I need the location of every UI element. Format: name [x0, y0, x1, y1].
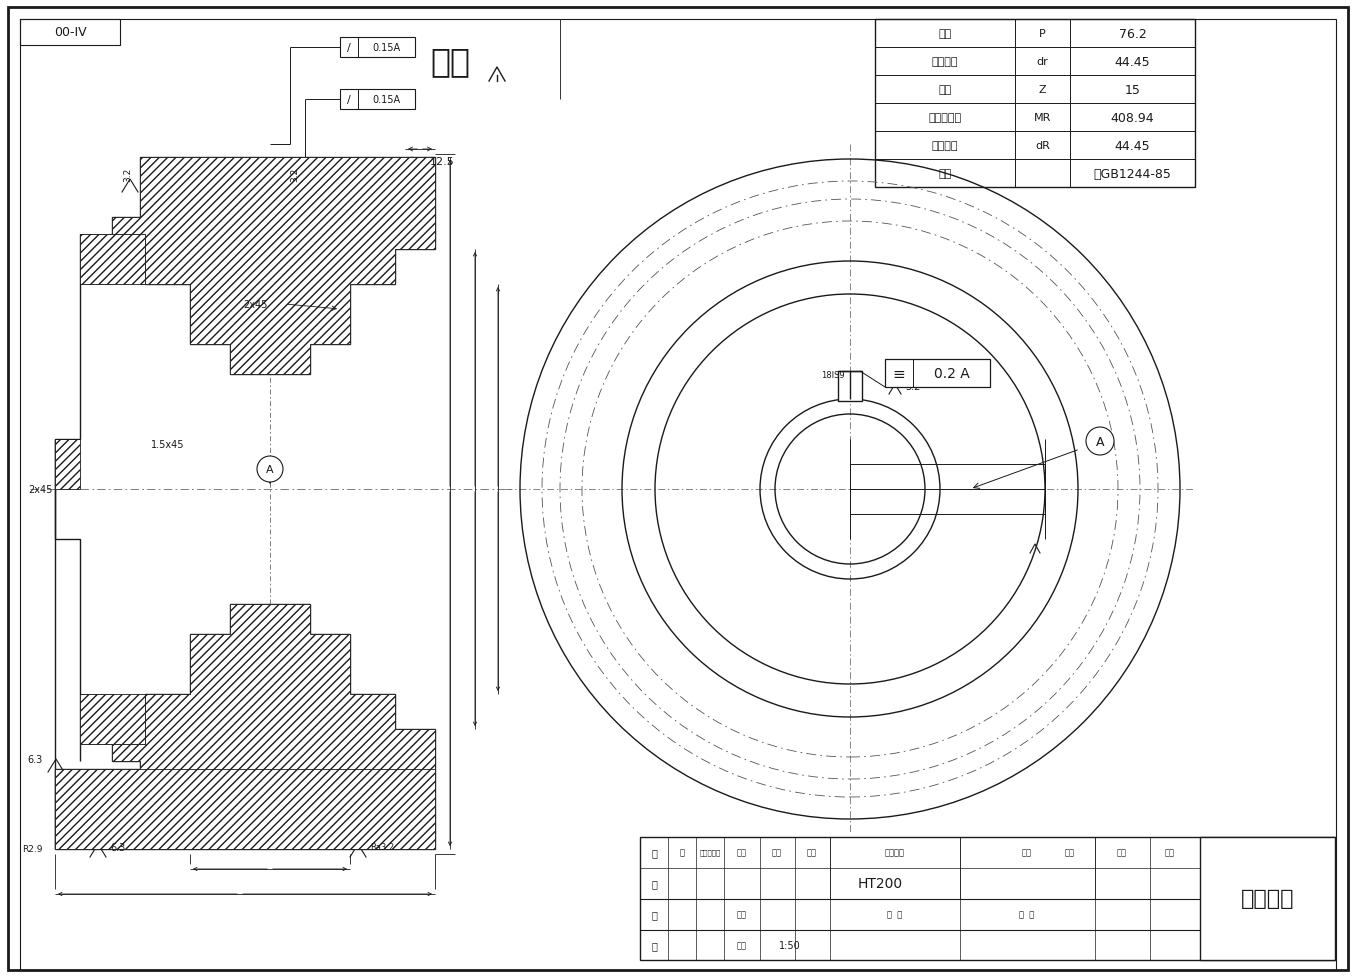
Text: 3.2: 3.2: [123, 167, 133, 182]
Text: 3.2: 3.2: [905, 381, 920, 391]
Polygon shape: [80, 694, 112, 744]
Polygon shape: [112, 218, 435, 375]
Text: 15: 15: [1125, 83, 1141, 97]
Text: 齿形: 齿形: [939, 169, 951, 179]
Text: 图样标记: 图样标记: [885, 848, 905, 857]
Circle shape: [1085, 427, 1114, 456]
Text: 6.3: 6.3: [27, 754, 42, 764]
Text: /: /: [347, 95, 351, 105]
Text: P: P: [1039, 29, 1046, 39]
Text: 节距: 节距: [939, 29, 951, 39]
Text: 1.5x45: 1.5x45: [152, 439, 184, 450]
Bar: [340, 38, 415, 58]
Text: 44.45: 44.45: [1115, 139, 1150, 153]
Text: 标: 标: [650, 847, 657, 857]
Text: 6.3: 6.3: [110, 842, 125, 852]
Text: 共  页: 共 页: [888, 910, 902, 918]
Polygon shape: [56, 157, 435, 490]
Text: A: A: [1096, 435, 1104, 448]
Text: 量柱直径: 量柱直径: [932, 141, 958, 151]
Text: 2x45: 2x45: [28, 484, 53, 495]
Bar: [875, 20, 1195, 188]
Polygon shape: [56, 770, 435, 849]
Text: 76.2: 76.2: [1119, 27, 1146, 40]
Text: /: /: [347, 43, 351, 53]
Text: dR: dR: [1035, 141, 1050, 151]
Text: 0.2 A: 0.2 A: [934, 367, 969, 380]
Text: 更: 更: [650, 878, 657, 888]
Text: 重量: 重量: [1117, 848, 1127, 857]
Polygon shape: [112, 157, 435, 375]
Text: 更改文件号: 更改文件号: [699, 849, 721, 856]
Text: A: A: [266, 465, 274, 474]
Text: 名称: 名称: [737, 941, 747, 950]
Polygon shape: [112, 604, 435, 822]
Text: 工: 工: [650, 940, 657, 950]
Text: 处: 处: [679, 848, 684, 857]
Text: R2.9: R2.9: [22, 845, 42, 854]
Text: 主动链轮: 主动链轮: [1241, 889, 1294, 909]
Text: 00-IV: 00-IV: [54, 26, 87, 39]
Text: 齿数: 齿数: [939, 85, 951, 95]
Text: 按GB1244-85: 按GB1244-85: [1093, 167, 1172, 180]
Bar: [340, 90, 415, 110]
Text: 签字: 签字: [737, 848, 747, 857]
Text: 2x45: 2x45: [243, 299, 267, 310]
Text: 12.5: 12.5: [430, 156, 455, 167]
Polygon shape: [56, 235, 145, 439]
Text: dr: dr: [1037, 57, 1049, 67]
Text: 3.2: 3.2: [290, 167, 299, 182]
Text: 量柱测量距: 量柱测量距: [928, 112, 962, 123]
Text: HT200: HT200: [858, 876, 902, 890]
Text: 比例: 比例: [1065, 848, 1075, 857]
Text: 日期: 日期: [772, 848, 782, 857]
Text: Z: Z: [1039, 85, 1046, 95]
Bar: [837, 372, 862, 402]
Bar: [1201, 837, 1335, 960]
Text: 材料: 材料: [808, 848, 817, 857]
Bar: [850, 465, 1045, 514]
Text: 0.15A: 0.15A: [373, 43, 401, 53]
Text: 1:50: 1:50: [779, 940, 801, 950]
Text: MR: MR: [1034, 112, 1051, 123]
Text: 图号: 图号: [1165, 848, 1175, 857]
Text: ≡: ≡: [893, 366, 905, 381]
Polygon shape: [80, 235, 112, 285]
Text: Ra3.2: Ra3.2: [370, 843, 394, 852]
Text: 其余: 其余: [430, 45, 470, 78]
Polygon shape: [56, 540, 145, 744]
Text: 0.15A: 0.15A: [373, 95, 401, 105]
Circle shape: [257, 457, 283, 482]
Bar: [885, 360, 991, 387]
Text: 第  页: 第 页: [1019, 910, 1035, 918]
Text: 校: 校: [650, 910, 657, 919]
Text: 数量: 数量: [1022, 848, 1033, 857]
Bar: [20, 20, 121, 46]
Polygon shape: [140, 157, 435, 375]
Text: 44.45: 44.45: [1115, 56, 1150, 68]
Bar: [640, 837, 1335, 960]
Text: 批准: 批准: [737, 910, 747, 918]
Text: 滚子直径: 滚子直径: [932, 57, 958, 67]
Text: 18IS9: 18IS9: [821, 370, 846, 379]
Text: 408.94: 408.94: [1111, 111, 1154, 124]
